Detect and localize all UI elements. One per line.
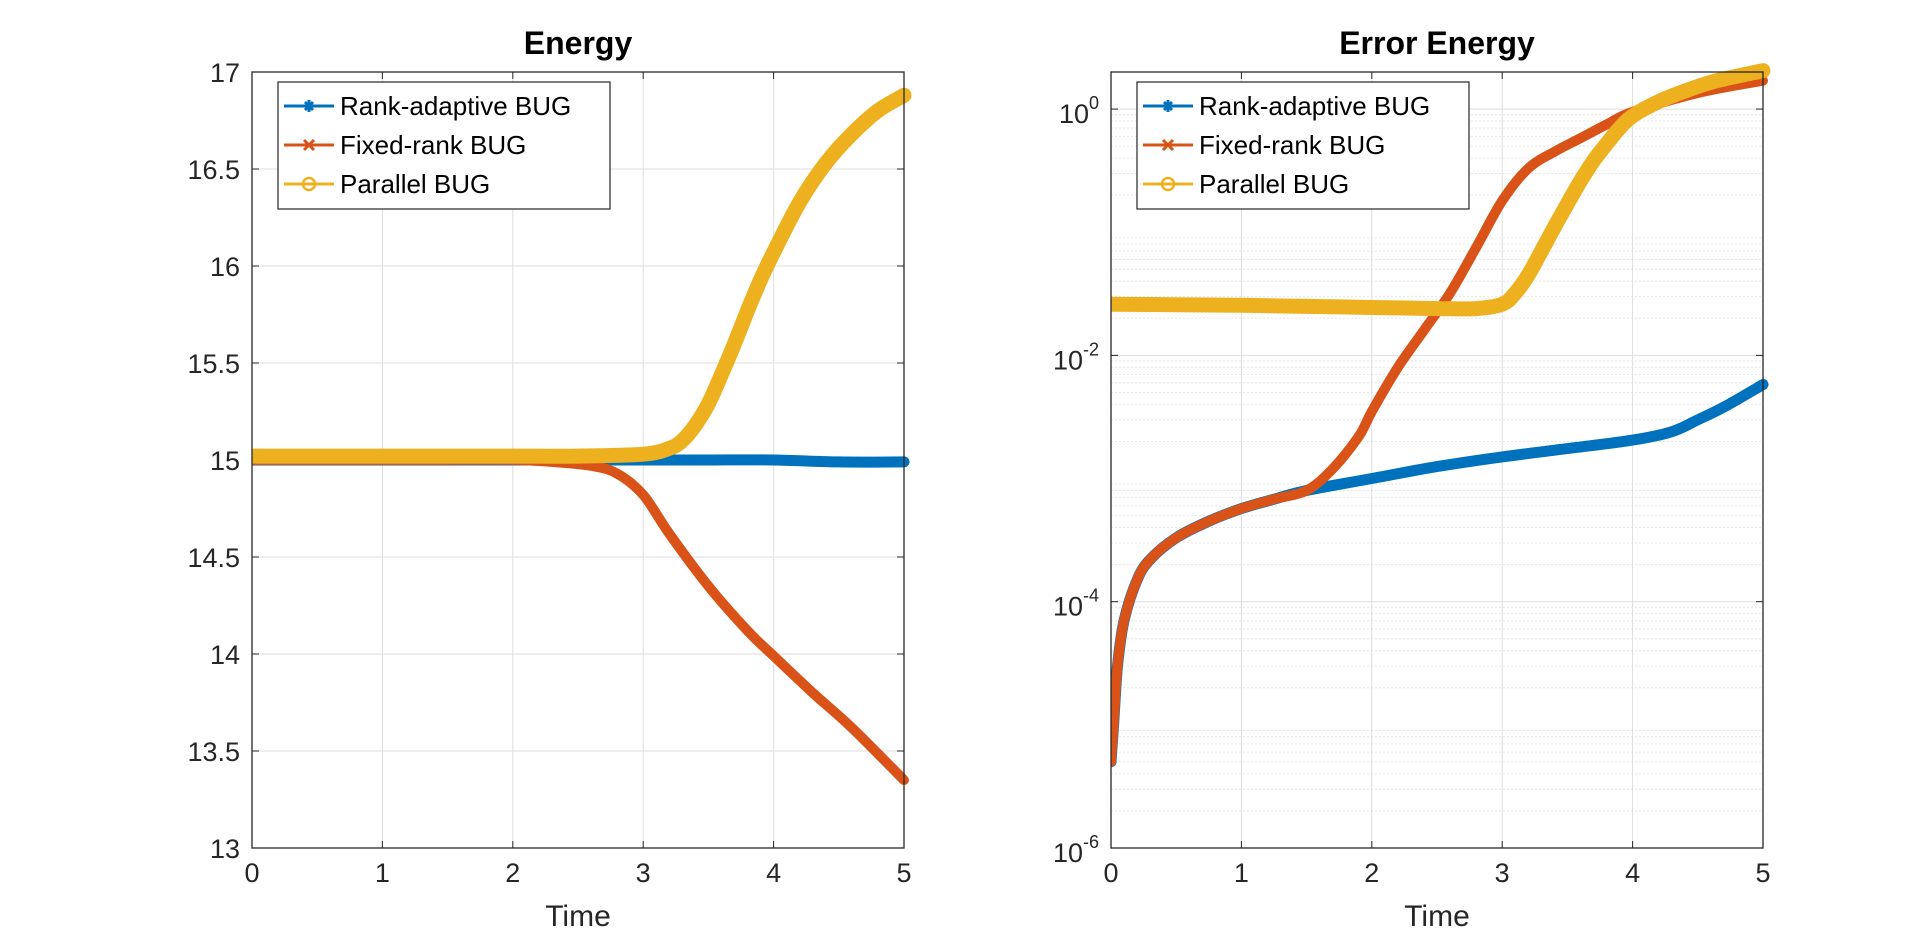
legend: Rank-adaptive BUG Fixed-rank BUG Parallel … (1136, 81, 1470, 210)
legend-entry-label: Rank-adaptive BUG (340, 91, 571, 121)
y-tick-label: 13.5 (187, 737, 240, 767)
y-tick-label: 10-6 (1053, 832, 1099, 868)
series-line-parallel-bug (252, 87, 912, 464)
y-tick-label: 13 (210, 834, 240, 864)
x-tick-label: 3 (636, 858, 651, 888)
chart-title: Error Energy (1339, 25, 1535, 61)
legend-entry-label: Parallel BUG (1199, 169, 1349, 199)
series-line-fixed-rank-bug (1111, 75, 1768, 767)
x-tick-label: 5 (896, 858, 911, 888)
x-axis-label: Time (1404, 900, 1470, 933)
y-tick-label: 16.5 (187, 155, 240, 185)
y-tick-label: 15.5 (187, 349, 240, 379)
y-tick-label: 10-4 (1053, 586, 1099, 622)
axes-box (251, 71, 905, 849)
legend-marker-x (1161, 138, 1175, 152)
y-tick-label: 16 (210, 252, 240, 282)
legend-entry-label: Rank-adaptive BUG (1199, 91, 1430, 121)
legend-entry-label: Fixed-rank BUG (1199, 130, 1385, 160)
x-axis-label: Time (545, 900, 611, 933)
y-tick-label: 14 (210, 640, 240, 670)
legend-marker-circle (1160, 176, 1176, 192)
x-tick-label: 3 (1495, 858, 1510, 888)
x-tick-label: 0 (244, 858, 259, 888)
y-tick-label: 17 (210, 58, 240, 88)
legend-marker-x (302, 138, 316, 152)
y-tick-label: 100 (1059, 93, 1099, 129)
x-tick-label: 0 (1103, 858, 1118, 888)
x-tick-label: 2 (505, 858, 520, 888)
legend-entry-label: Parallel BUG (340, 169, 490, 199)
chart-0: 0 1 2 3 4 5 13 13.5 14 14.5 15 15.5 16 16.5 17 Energy Ti… (187, 25, 911, 933)
y-tick-label: 10-2 (1053, 339, 1099, 375)
chart-title: Energy (524, 25, 633, 61)
x-tick-label: 2 (1364, 858, 1379, 888)
legend: Rank-adaptive BUG Fixed-rank BUG Parallel … (277, 81, 611, 210)
axes-box (1110, 71, 1764, 849)
y-tick-label: 14.5 (187, 543, 240, 573)
x-tick-label: 5 (1755, 858, 1770, 888)
x-tick-label: 4 (766, 858, 781, 888)
legend-marker-star (1162, 100, 1174, 112)
legend-entry-label: Fixed-rank BUG (340, 130, 526, 160)
series-line-parallel-bug (1111, 63, 1771, 317)
x-tick-label: 1 (375, 858, 390, 888)
x-tick-label: 1 (1234, 858, 1249, 888)
legend-marker-star (303, 100, 315, 112)
chart-1: 0 1 2 3 4 5 10-6 10-4 10-2 100 Error Energy Time Ran… (1053, 25, 1771, 933)
y-tick-label: 15 (210, 446, 240, 476)
x-tick-label: 4 (1625, 858, 1640, 888)
legend-marker-circle (301, 176, 317, 192)
